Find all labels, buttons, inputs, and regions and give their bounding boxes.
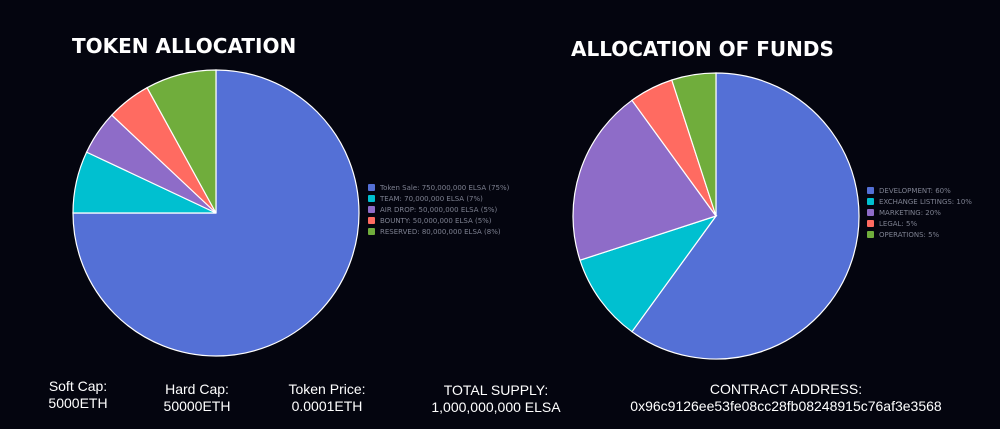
total-supply: TOTAL SUPPLY: 1,000,000,000 ELSA — [431, 382, 560, 416]
legend-label: TEAM: 70,000,000 ELSA (7%) — [380, 194, 483, 203]
legend-item-1-4: OPERATIONS: 5% — [867, 229, 972, 240]
legend-item-1-3: LEGAL: 5% — [867, 218, 972, 229]
legend-swatch — [867, 231, 874, 238]
allocation-of-funds-legend: DEVELOPMENT: 60% EXCHANGE LISTINGS: 10% MA… — [867, 185, 972, 240]
token-allocation-legend: Token Sale: 750,000,000 ELSA (75%) TEAM: … — [368, 182, 509, 237]
contract-address-value: 0x96c9126ee53fe08cc28fb08248915c76af3e35… — [630, 398, 942, 414]
hard-cap-value: 50000ETH — [163, 398, 231, 414]
legend-swatch — [867, 209, 874, 216]
legend-label: BOUNTY: 50,000,000 ELSA (5%) — [380, 216, 492, 225]
pie-slice-1-0 — [631, 72, 860, 360]
legend-swatch — [867, 198, 874, 205]
legend-label: AIR DROP: 50,000,000 ELSA (5%) — [380, 205, 498, 214]
legend-label: LEGAL: 5% — [879, 219, 918, 228]
legend-item-0-4: RESERVED: 80,000,000 ELSA (8%) — [368, 226, 509, 237]
legend-label: EXCHANGE LISTINGS: 10% — [879, 197, 972, 206]
pie-slice-0-4 — [146, 69, 217, 214]
legend-item-0-0: Token Sale: 750,000,000 ELSA (75%) — [368, 182, 509, 193]
legend-label: Token Sale: 750,000,000 ELSA (75%) — [380, 183, 510, 192]
legend-swatch — [368, 195, 375, 202]
contract-address-label: CONTRACT ADDRESS: — [709, 381, 863, 397]
pie-slice-1-4 — [671, 72, 717, 217]
legend-item-1-1: EXCHANGE LISTINGS: 10% — [867, 196, 972, 207]
legend-swatch — [368, 184, 375, 191]
legend-swatch — [867, 187, 874, 194]
pie-slice-1-1 — [579, 214, 718, 333]
total-supply-value: 1,000,000,000 ELSA — [431, 399, 561, 415]
legend-swatch — [867, 220, 874, 227]
legend-label: OPERATIONS: 5% — [879, 230, 940, 239]
legend-swatch — [368, 228, 375, 235]
legend-item-0-3: BOUNTY: 50,000,000 ELSA (5%) — [368, 215, 509, 226]
token-allocation-title: TOKEN ALLOCATION — [72, 34, 297, 58]
soft-cap-label: Soft Cap: — [48, 378, 108, 394]
legend-label: RESERVED: 80,000,000 ELSA (8%) — [380, 227, 501, 236]
soft-cap-value: 5000ETH — [48, 395, 108, 411]
token-price-label: Token Price: — [288, 381, 366, 397]
legend-item-0-2: AIR DROP: 50,000,000 ELSA (5%) — [368, 204, 509, 215]
token-price-value: 0.0001ETH — [291, 398, 363, 414]
token-price: Token Price: 0.0001ETH — [288, 381, 365, 415]
legend-item-1-2: MARKETING: 20% — [867, 207, 972, 218]
total-supply-label: TOTAL SUPPLY: — [443, 382, 549, 398]
legend-swatch — [368, 217, 375, 224]
legend-label: MARKETING: 20% — [879, 208, 941, 217]
legend-item-0-1: TEAM: 70,000,000 ELSA (7%) — [368, 193, 509, 204]
pie-slice-0-0 — [72, 69, 360, 357]
legend-item-1-0: DEVELOPMENT: 60% — [867, 185, 972, 196]
hard-cap: Hard Cap: 50000ETH — [164, 381, 231, 415]
allocation-of-funds-title: ALLOCATION OF FUNDS — [571, 37, 834, 61]
legend-label: DEVELOPMENT: 60% — [879, 186, 951, 195]
legend-swatch — [368, 206, 375, 213]
hard-cap-label: Hard Cap: — [165, 381, 229, 397]
soft-cap: Soft Cap: 5000ETH — [48, 378, 107, 412]
pie-slice-1-2 — [572, 99, 717, 261]
contract-address: CONTRACT ADDRESS: 0x96c9126ee53fe08cc28f… — [630, 381, 941, 415]
